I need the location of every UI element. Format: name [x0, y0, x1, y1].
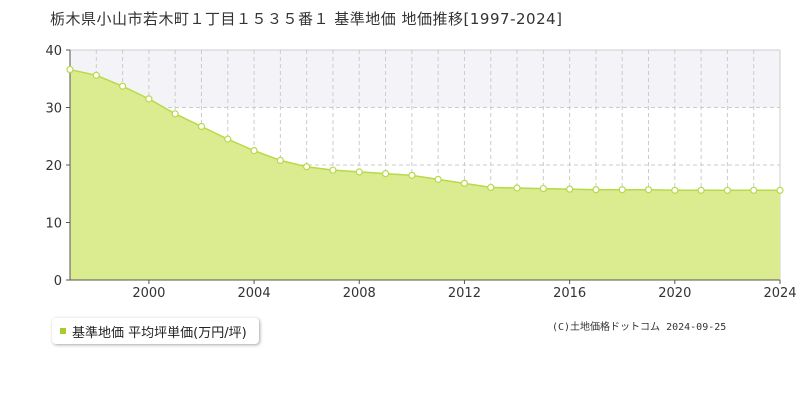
band-rect	[70, 50, 780, 108]
series-line	[69, 68, 780, 192]
data-point	[92, 71, 100, 79]
area-fill	[70, 69, 780, 280]
data-point	[66, 65, 74, 74]
data-point	[487, 183, 495, 192]
y-tick-labels: 0 10 20 30 40	[45, 44, 62, 289]
data-point	[539, 184, 547, 193]
x-tick-label: 2012	[448, 286, 481, 301]
y-tick-label: 0	[54, 274, 62, 289]
x-tick-label: 2000	[132, 286, 165, 301]
data-point	[224, 135, 232, 143]
data-point	[460, 179, 469, 187]
data-point	[750, 186, 758, 194]
data-point	[250, 147, 258, 155]
data-point	[145, 95, 153, 103]
data-point	[171, 110, 179, 118]
data-point	[197, 122, 206, 131]
x-tick-label: 2004	[238, 286, 271, 301]
x-tick-label: 2020	[658, 286, 691, 301]
data-point	[566, 185, 574, 193]
data-point	[697, 186, 705, 194]
y-tick-label: 30	[45, 102, 62, 117]
axes	[66, 49, 781, 284]
chart-title: 栃木県小山市若木町１丁目１５３５番１ 基準地価 地価推移[1997-2024]	[50, 10, 563, 28]
data-point	[513, 184, 521, 192]
x-tick-labels: 2000 2004 2008 2012 2016 2020 2024	[132, 286, 796, 301]
data-point	[408, 171, 416, 179]
legend: 基準地価 平均坪単価(万円/坪)	[52, 318, 259, 344]
data-point	[355, 168, 363, 176]
x-tick-label: 2016	[553, 286, 586, 301]
y-tick-label: 20	[45, 159, 62, 174]
data-point	[381, 170, 390, 178]
data-point	[303, 163, 311, 171]
legend-label: 基準地価 平均坪単価(万円/坪)	[72, 325, 247, 341]
data-point	[618, 186, 626, 194]
highlight-band	[70, 50, 780, 108]
data-point	[644, 186, 653, 194]
y-tick-label: 10	[45, 217, 62, 232]
data-point	[592, 186, 600, 194]
x-tick-label: 2008	[343, 286, 376, 301]
data-point	[118, 82, 127, 90]
data-point	[329, 166, 337, 174]
data-point	[276, 156, 284, 164]
data-markers	[66, 65, 784, 194]
copyright-notice: (C)土地価格ドットコム 2024-09-25	[552, 322, 727, 333]
legend-marker-icon	[60, 328, 66, 334]
series-area	[69, 68, 780, 280]
data-point	[671, 186, 679, 194]
x-tick-label: 2024	[763, 286, 796, 301]
y-tick-label: 40	[45, 44, 62, 59]
data-point	[776, 186, 784, 194]
data-point	[723, 186, 732, 194]
data-point	[434, 175, 442, 183]
